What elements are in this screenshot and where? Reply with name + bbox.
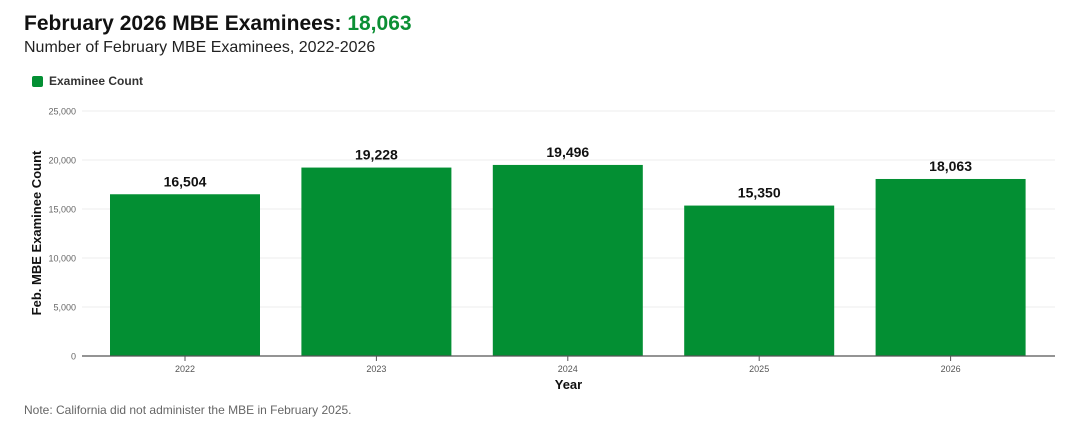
x-axis-title: Year — [555, 377, 582, 392]
x-tick-label: 2022 — [175, 364, 195, 374]
y-tick-label: 10,000 — [48, 254, 76, 264]
title-value: 18,063 — [347, 12, 412, 35]
y-tick-label: 0 — [71, 352, 76, 362]
data-label: 19,228 — [355, 147, 398, 163]
x-tick-label: 2024 — [558, 364, 578, 374]
footnote: Note: California did not administer the … — [24, 403, 352, 417]
bar-2024 — [492, 164, 643, 356]
y-tick-label: 20,000 — [48, 156, 76, 166]
bar-2022 — [110, 194, 260, 356]
bar-2023 — [301, 167, 452, 356]
data-label: 18,063 — [929, 158, 972, 174]
title-text: February 2026 MBE Examinees: — [24, 12, 342, 35]
bar-2026 — [875, 178, 1026, 356]
data-label: 15,350 — [738, 185, 781, 201]
chart-title: February 2026 MBE Examinees: 18,063 — [24, 12, 412, 36]
y-tick-label: 25,000 — [48, 107, 76, 117]
x-tick-label: 2026 — [941, 364, 961, 374]
bar-2025 — [684, 205, 835, 356]
y-tick-label: 5,000 — [53, 303, 76, 313]
chart-subtitle: Number of February MBE Examinees, 2022-2… — [24, 39, 376, 56]
data-label: 16,504 — [164, 173, 207, 189]
data-label: 19,496 — [546, 144, 589, 160]
legend-swatch — [32, 75, 43, 87]
legend: Examinee Count — [32, 74, 143, 88]
x-tick-label: 2023 — [366, 364, 386, 374]
y-tick-label: 15,000 — [48, 205, 76, 215]
legend-label: Examinee Count — [49, 74, 144, 88]
y-axis-title: Feb. MBE Examinee Count — [29, 150, 44, 315]
x-tick-label: 2025 — [749, 364, 769, 374]
